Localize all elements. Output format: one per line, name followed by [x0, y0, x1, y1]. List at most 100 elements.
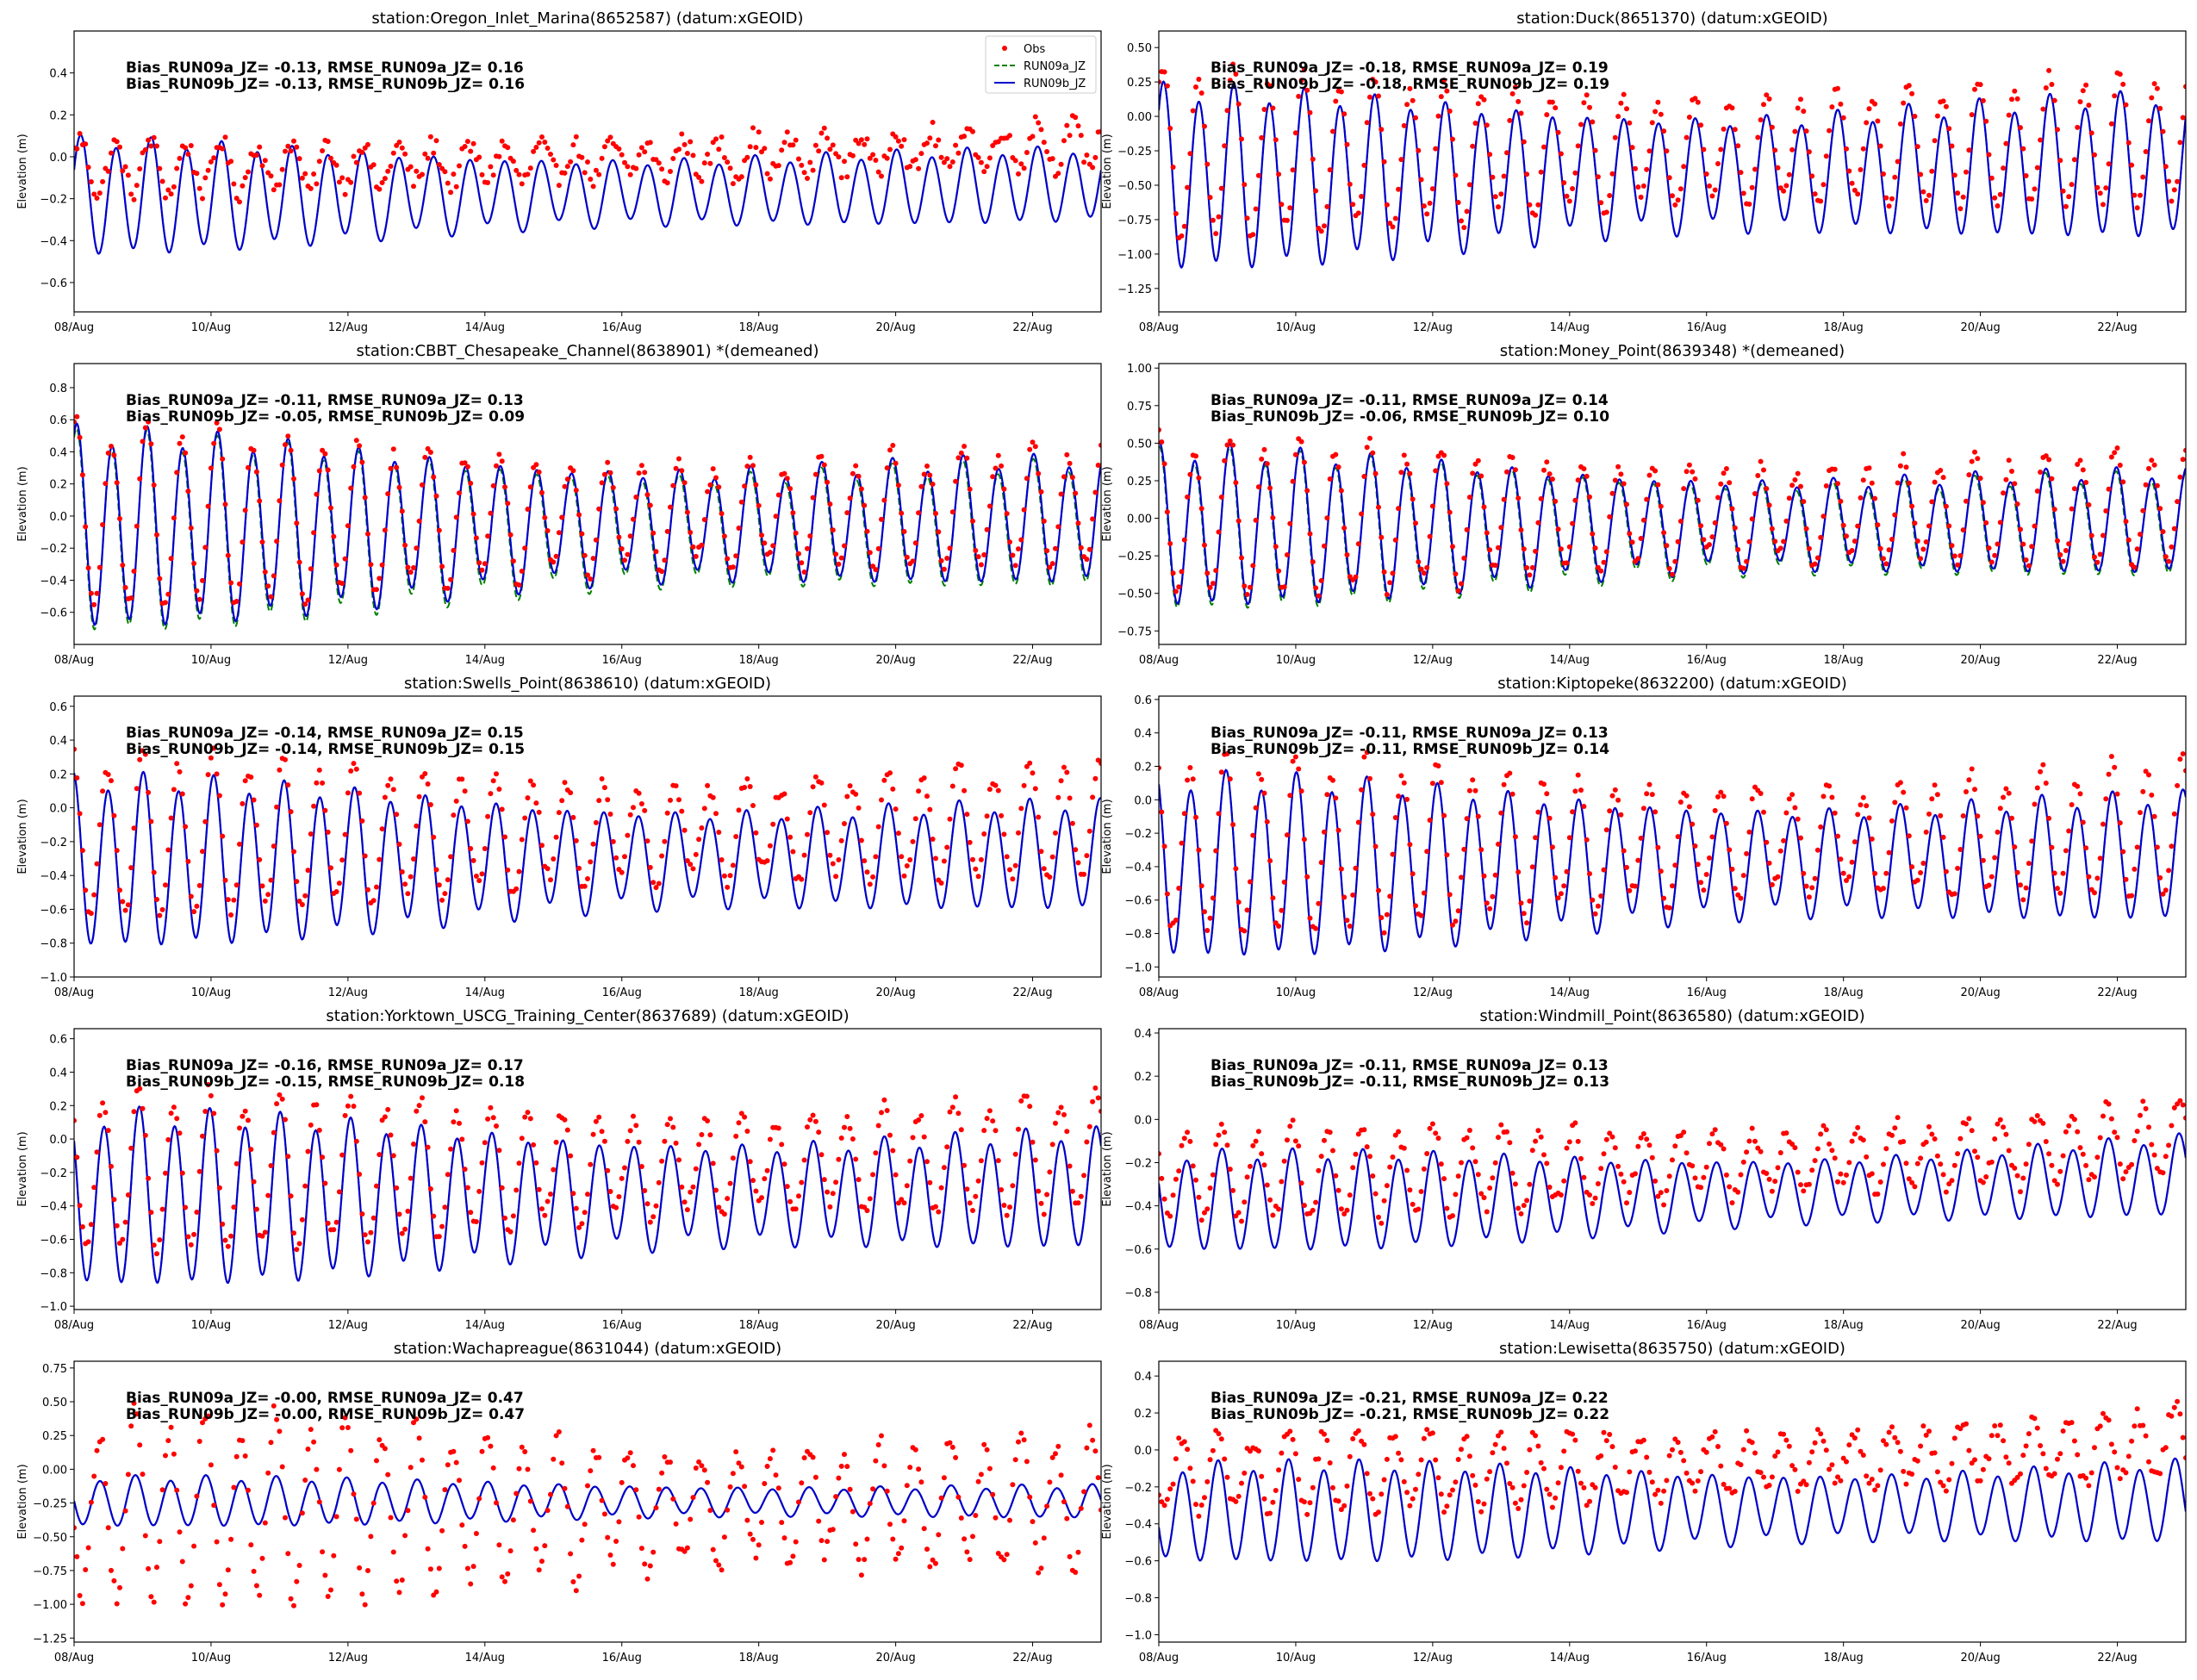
obs-point: [111, 1197, 117, 1203]
obs-point: [1447, 1492, 1453, 1498]
obs-point: [1989, 1433, 1995, 1439]
obs-point: [699, 542, 705, 548]
obs-point: [1092, 775, 1098, 781]
obs-point: [2014, 869, 2020, 875]
obs-point: [1433, 468, 1439, 474]
obs-point: [1986, 152, 1992, 158]
obs-point: [1509, 90, 1515, 96]
obs-point: [1897, 121, 1903, 127]
obs-point: [374, 1183, 379, 1189]
obs-point: [248, 775, 254, 780]
obs-point: [613, 855, 619, 861]
obs-point: [328, 865, 333, 871]
obs-point: [1746, 202, 1752, 207]
obs-point: [853, 1541, 859, 1547]
obs-point: [499, 138, 505, 144]
obs-point: [1590, 897, 1596, 903]
obs-point: [148, 143, 154, 149]
obs-point: [390, 1549, 396, 1555]
obs-point: [947, 545, 953, 551]
obs-point: [790, 510, 796, 516]
panel-4: station:Money_Point(8639348) *(demeaned)…: [1101, 342, 2187, 667]
obs-point: [662, 1138, 668, 1144]
obs-point: [2046, 1151, 2052, 1157]
obs-point: [744, 464, 750, 470]
obs-point: [924, 1546, 930, 1552]
obs-point: [96, 564, 103, 570]
obs-point: [650, 1214, 657, 1220]
obs-point: [1980, 97, 1986, 103]
obs-point: [202, 818, 208, 824]
obs-point: [605, 797, 611, 803]
obs-point: [1738, 170, 1744, 176]
y-tick-label: 0.50: [1127, 42, 1152, 55]
obs-point: [699, 1132, 705, 1137]
x-tick-label: 14/Aug: [465, 654, 505, 667]
obs-point: [930, 482, 936, 487]
series-obs: [1159, 61, 2186, 241]
obs-point: [644, 492, 650, 498]
obs-point: [308, 566, 314, 572]
obs-point: [396, 1590, 402, 1596]
obs-point: [348, 768, 354, 774]
obs-point: [1036, 1570, 1042, 1576]
obs-point: [510, 1517, 516, 1523]
obs-point: [385, 1472, 391, 1478]
obs-point: [94, 1447, 100, 1453]
obs-point: [1572, 170, 1578, 176]
obs-point: [1504, 469, 1509, 475]
obs-point: [1447, 109, 1453, 114]
obs-point: [1740, 873, 1746, 879]
obs-point: [684, 151, 690, 156]
obs-point: [100, 1100, 106, 1106]
obs-point: [1470, 470, 1476, 476]
obs-point: [627, 812, 633, 818]
obs-point: [296, 1241, 302, 1247]
obs-point: [1672, 202, 1678, 208]
obs-point: [2143, 482, 2149, 488]
obs-point: [513, 167, 520, 173]
obs-point: [1864, 1473, 1870, 1479]
obs-point: [1603, 209, 1609, 215]
obs-point: [1581, 100, 1587, 106]
obs-point: [607, 134, 613, 140]
obs-point: [328, 505, 333, 511]
obs-point: [1073, 115, 1079, 121]
obs-point: [2060, 870, 2066, 876]
obs-point: [1997, 806, 2003, 812]
axes-frame: [73, 1360, 1102, 1643]
obs-point: [1233, 866, 1239, 872]
obs-point: [873, 567, 879, 573]
obs-point: [1496, 1433, 1501, 1439]
obs-point: [2069, 1420, 2075, 1426]
obs-point: [188, 525, 194, 531]
obs-point: [405, 1208, 411, 1214]
obs-point: [1250, 563, 1256, 569]
obs-point: [1259, 456, 1265, 462]
obs-point: [120, 899, 126, 905]
obs-point: [904, 1183, 910, 1189]
obs-point: [1450, 544, 1455, 550]
obs-point: [1549, 844, 1555, 850]
obs-point: [2040, 1120, 2046, 1126]
obs-point: [362, 853, 368, 859]
obs-point: [1261, 446, 1267, 452]
obs-point: [1064, 451, 1070, 457]
obs-point: [1016, 1439, 1021, 1445]
obs-point: [742, 1484, 748, 1490]
obs-point: [1379, 1220, 1385, 1226]
obs-point: [962, 1536, 968, 1542]
obs-point: [103, 481, 109, 487]
obs-point: [1840, 870, 1846, 876]
obs-point: [1075, 520, 1081, 526]
obs-point: [1758, 1148, 1764, 1154]
obs-point: [1350, 1436, 1356, 1441]
obs-point: [1444, 1503, 1450, 1509]
obs-point: [228, 1536, 234, 1542]
obs-point: [619, 869, 625, 875]
obs-point: [271, 1403, 277, 1409]
obs-point: [1578, 1155, 1584, 1161]
x-tick-label: 20/Aug: [875, 1652, 915, 1664]
obs-point: [302, 171, 308, 177]
obs-point: [308, 1427, 314, 1433]
